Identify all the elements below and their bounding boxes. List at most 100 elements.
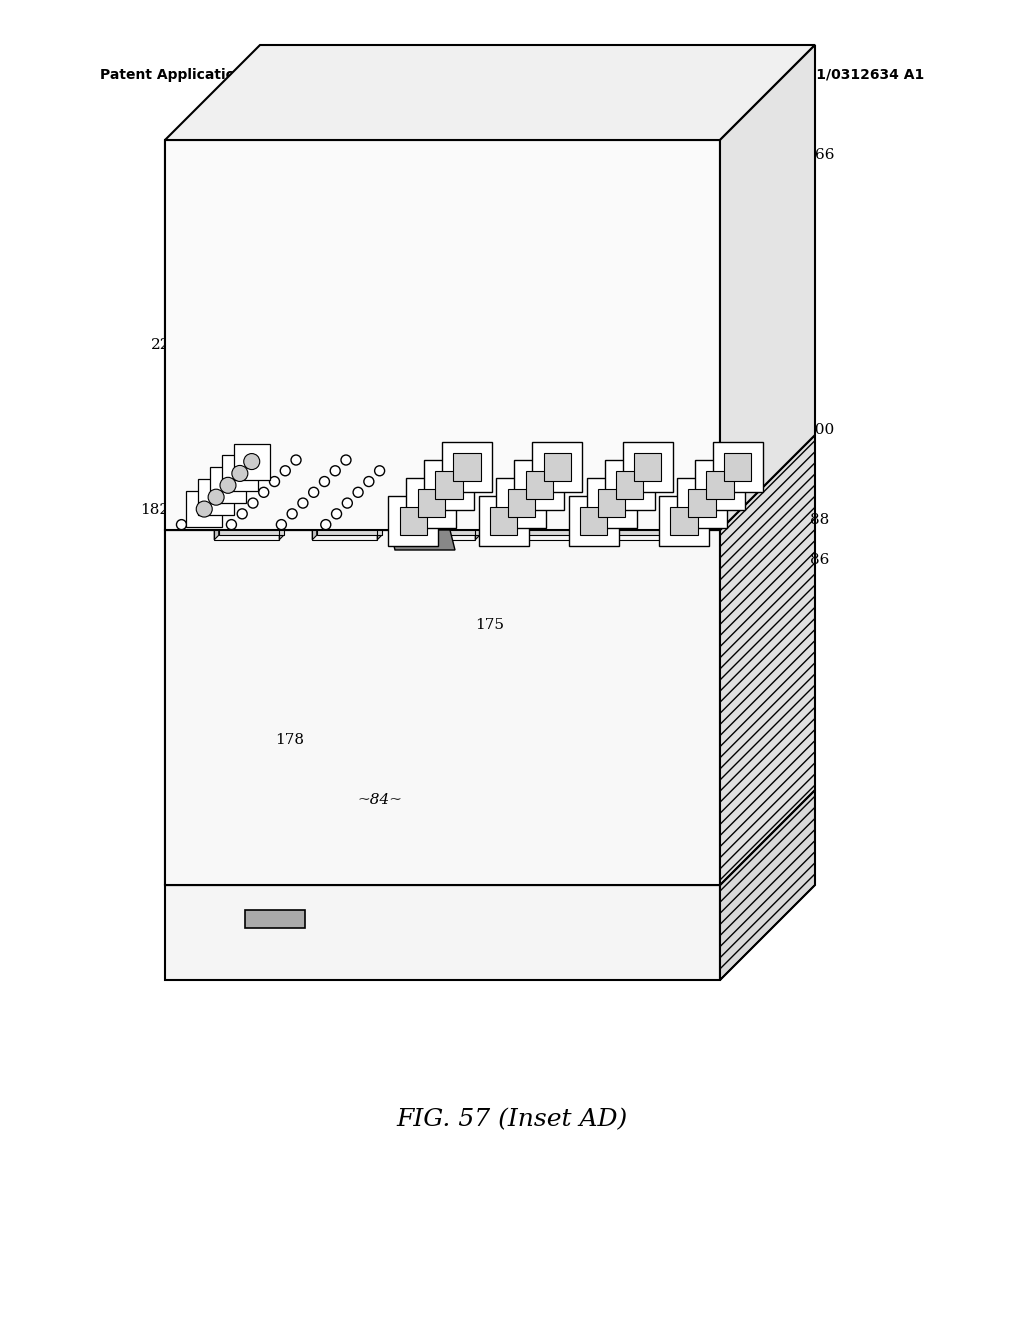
- Circle shape: [334, 469, 340, 475]
- Circle shape: [242, 512, 247, 517]
- Polygon shape: [435, 471, 463, 499]
- Circle shape: [198, 498, 208, 508]
- Circle shape: [353, 487, 364, 498]
- Circle shape: [187, 508, 198, 519]
- Polygon shape: [364, 438, 369, 488]
- Polygon shape: [580, 507, 607, 535]
- Polygon shape: [198, 479, 234, 515]
- Polygon shape: [165, 884, 720, 979]
- Circle shape: [263, 490, 268, 496]
- Circle shape: [220, 478, 236, 494]
- Polygon shape: [544, 454, 571, 480]
- Polygon shape: [233, 444, 269, 479]
- Circle shape: [308, 487, 318, 498]
- Polygon shape: [637, 465, 701, 510]
- Polygon shape: [604, 461, 654, 510]
- Polygon shape: [671, 490, 676, 540]
- Polygon shape: [573, 490, 578, 540]
- Polygon shape: [429, 438, 433, 488]
- Polygon shape: [657, 438, 727, 444]
- Circle shape: [230, 466, 241, 475]
- Polygon shape: [388, 496, 438, 546]
- Circle shape: [298, 498, 308, 508]
- Polygon shape: [377, 490, 382, 540]
- Polygon shape: [245, 465, 309, 510]
- Polygon shape: [399, 507, 427, 535]
- Polygon shape: [497, 478, 547, 528]
- Circle shape: [269, 477, 280, 487]
- Polygon shape: [534, 465, 539, 513]
- Circle shape: [375, 466, 385, 475]
- Polygon shape: [677, 478, 727, 528]
- Circle shape: [312, 490, 318, 496]
- Circle shape: [231, 466, 248, 482]
- Circle shape: [302, 502, 308, 507]
- Polygon shape: [508, 490, 513, 540]
- Circle shape: [364, 477, 374, 487]
- Polygon shape: [462, 438, 466, 488]
- Circle shape: [176, 520, 186, 529]
- Polygon shape: [694, 461, 744, 510]
- Polygon shape: [342, 465, 408, 510]
- Text: 182: 182: [140, 503, 170, 517]
- Polygon shape: [214, 490, 284, 495]
- Polygon shape: [440, 465, 506, 510]
- Circle shape: [332, 508, 342, 519]
- Polygon shape: [632, 465, 701, 469]
- Polygon shape: [688, 490, 716, 517]
- Circle shape: [202, 502, 208, 507]
- Text: 100: 100: [805, 422, 835, 437]
- Polygon shape: [539, 465, 603, 510]
- Circle shape: [345, 458, 351, 465]
- Circle shape: [259, 487, 268, 498]
- Polygon shape: [265, 438, 335, 444]
- Polygon shape: [270, 438, 335, 484]
- Polygon shape: [564, 438, 629, 484]
- Circle shape: [230, 523, 237, 528]
- Circle shape: [291, 512, 297, 517]
- Circle shape: [295, 458, 301, 465]
- Text: 88: 88: [810, 513, 829, 527]
- Polygon shape: [186, 491, 222, 527]
- Circle shape: [291, 455, 301, 465]
- Polygon shape: [657, 438, 663, 488]
- Circle shape: [321, 520, 331, 529]
- Text: ~84~: ~84~: [357, 793, 402, 807]
- Polygon shape: [513, 490, 578, 536]
- Polygon shape: [508, 490, 536, 517]
- Polygon shape: [525, 471, 553, 499]
- Polygon shape: [240, 465, 245, 513]
- Polygon shape: [634, 454, 662, 480]
- Polygon shape: [165, 45, 815, 140]
- Polygon shape: [610, 490, 676, 536]
- Circle shape: [248, 498, 258, 508]
- Polygon shape: [606, 490, 676, 495]
- Circle shape: [234, 469, 241, 475]
- Polygon shape: [280, 490, 284, 540]
- Polygon shape: [587, 478, 637, 528]
- Polygon shape: [390, 531, 455, 550]
- Polygon shape: [214, 490, 219, 540]
- Polygon shape: [411, 490, 415, 540]
- Polygon shape: [466, 438, 531, 484]
- Polygon shape: [670, 507, 697, 535]
- Text: US 2011/0312634 A1: US 2011/0312634 A1: [761, 69, 924, 82]
- Text: 180: 180: [421, 114, 450, 127]
- Text: 86: 86: [810, 553, 829, 568]
- Polygon shape: [625, 438, 629, 488]
- Circle shape: [226, 520, 237, 529]
- Polygon shape: [501, 465, 506, 513]
- Polygon shape: [623, 442, 673, 492]
- Polygon shape: [338, 465, 342, 513]
- Polygon shape: [632, 465, 637, 513]
- Polygon shape: [312, 490, 382, 495]
- Polygon shape: [489, 507, 517, 535]
- Polygon shape: [568, 496, 618, 546]
- Polygon shape: [606, 490, 610, 540]
- Polygon shape: [720, 45, 815, 531]
- Polygon shape: [338, 465, 408, 469]
- Polygon shape: [165, 789, 815, 884]
- Polygon shape: [331, 438, 335, 488]
- Polygon shape: [454, 454, 481, 480]
- Polygon shape: [364, 438, 433, 444]
